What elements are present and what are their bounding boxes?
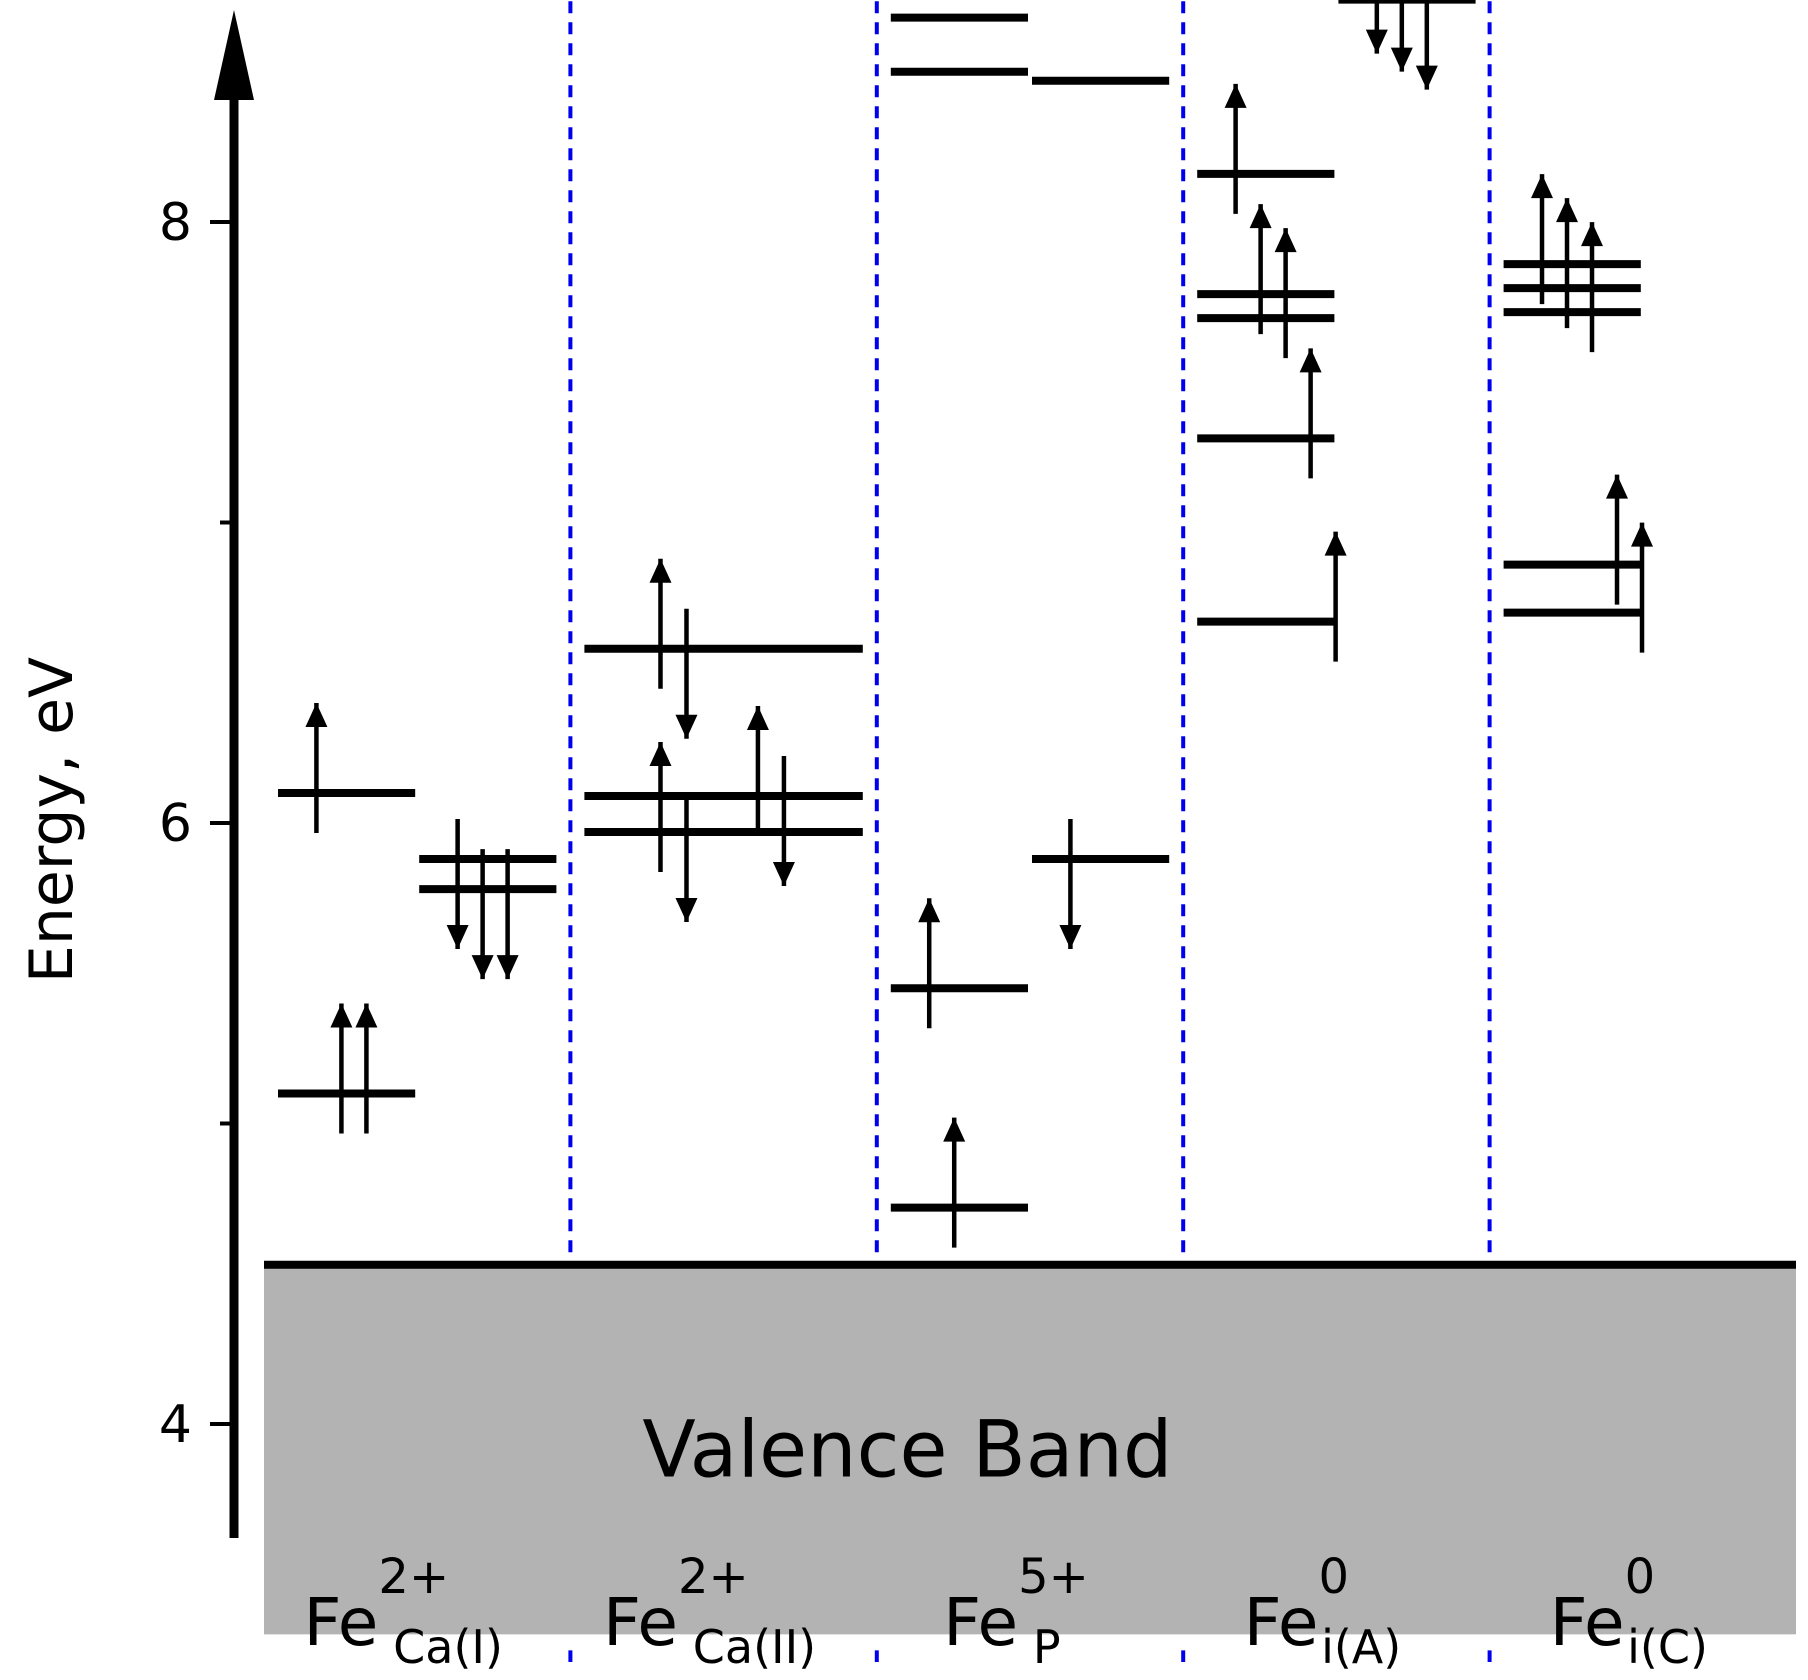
label-subscript: P (1033, 1620, 1061, 1674)
spin-up-arrow (1274, 228, 1297, 359)
arrow-head (649, 742, 672, 767)
arrow-head (1581, 222, 1604, 247)
column-3 (890, 13, 1170, 1248)
label-base: Fe (943, 1584, 1018, 1661)
column-label: Fe0 i(C) (1550, 1549, 1708, 1674)
spin-up-arrow (1249, 204, 1272, 335)
label-superscript: 5+ (1018, 1549, 1089, 1605)
arrow-head (1059, 925, 1082, 950)
arrow-head (1631, 522, 1654, 547)
column-4 (1197, 0, 1476, 662)
spin-down-arrow (675, 792, 698, 923)
label-superscript: 0 (1319, 1549, 1350, 1605)
label-base: Fe (603, 1584, 678, 1661)
arrow-head (649, 558, 672, 583)
spin-up-arrow (649, 742, 672, 873)
spin-up-arrow (1606, 474, 1629, 605)
arrow-head (675, 714, 698, 739)
spin-up-arrow (1631, 522, 1654, 653)
valence-band-label: Valence Band (642, 1406, 1172, 1496)
arrow-head (330, 1003, 353, 1028)
y-axis-arrowhead (214, 10, 254, 100)
arrow-head (1556, 198, 1579, 223)
spin-up-arrow (1224, 83, 1247, 214)
label-base: Fe (1244, 1584, 1319, 1661)
column-label: Fe5+ P (943, 1549, 1089, 1674)
arrow-head (1299, 348, 1322, 373)
arrow-head (1531, 174, 1554, 199)
energy-levels-layer (278, 0, 1654, 1248)
arrow-head (1224, 83, 1247, 108)
bands-layer: Conduction BandValence Band (264, 1260, 1796, 1635)
column-label: Fe2+ Ca(II) (603, 1549, 816, 1674)
tick-label: 8 (159, 193, 192, 253)
label-superscript: 2+ (378, 1549, 449, 1605)
column-labels: Fe2+ Ca(I) Fe2+ Ca(II) Fe5+ P Fe0 i(A) Fe0 i(C) (303, 1549, 1708, 1674)
column-5 (1503, 174, 1654, 653)
arrow-head (305, 702, 328, 727)
spin-down-arrow (471, 849, 494, 980)
spin-down-arrow (1390, 0, 1413, 72)
spin-up-arrow (1531, 174, 1554, 305)
label-subscript: Ca(II) (693, 1620, 816, 1674)
spin-down-arrow (1415, 0, 1438, 90)
arrow-head (471, 955, 494, 980)
tick-label: 6 (159, 794, 192, 854)
arrow-head (1390, 47, 1413, 72)
arrow-head (1415, 65, 1438, 90)
spin-down-arrow (1059, 819, 1082, 950)
arrow-head (918, 898, 941, 923)
y-axis-label: Energy, eV (17, 657, 87, 983)
spin-up-arrow (1581, 222, 1604, 353)
arrow-head (1324, 531, 1347, 556)
arrow-head (1365, 29, 1388, 54)
spin-up-arrow (943, 1117, 966, 1248)
tick-label: 4 (159, 1395, 192, 1455)
arrow-head (772, 861, 795, 886)
column-1 (278, 702, 557, 1134)
label-base: Fe (303, 1584, 378, 1661)
column-label: Fe2+ Ca(I) (303, 1549, 503, 1674)
spin-down-arrow (1365, 0, 1388, 54)
spin-up-arrow (1556, 198, 1579, 329)
arrow-head (355, 1003, 378, 1028)
spin-up-arrow (918, 898, 941, 1029)
spin-down-arrow (446, 819, 469, 950)
label-superscript: 0 (1625, 1549, 1656, 1605)
spin-down-arrow (772, 755, 795, 886)
label-subscript: i(C) (1627, 1620, 1708, 1674)
spin-down-arrow (675, 608, 698, 739)
spin-up-arrow (1324, 531, 1347, 662)
valence-band (264, 1264, 1796, 1635)
arrow-head (496, 955, 519, 980)
arrow-head (675, 898, 698, 923)
label-base: Fe (1550, 1584, 1625, 1661)
column-label: Fe0 i(A) (1244, 1549, 1402, 1674)
arrow-head (1606, 474, 1629, 499)
spin-up-arrow (355, 1003, 378, 1134)
arrow-head (446, 925, 469, 950)
column-dividers (568, 0, 1492, 1662)
spin-up-arrow (305, 702, 328, 833)
spin-up-arrow (746, 705, 769, 836)
label-subscript: i(A) (1321, 1620, 1401, 1674)
spin-up-arrow (1299, 348, 1322, 479)
spin-up-arrow (330, 1003, 353, 1134)
label-subscript: Ca(I) (393, 1620, 503, 1674)
column-2 (584, 558, 863, 923)
label-superscript: 2+ (678, 1549, 749, 1605)
spin-down-arrow (496, 849, 519, 980)
spin-up-arrow (649, 558, 672, 689)
arrow-head (1274, 228, 1297, 253)
arrow-head (1249, 204, 1272, 229)
arrow-head (943, 1117, 966, 1142)
energy-axis: 4681012Energy, eV (17, 10, 254, 1538)
arrow-head (746, 705, 769, 730)
